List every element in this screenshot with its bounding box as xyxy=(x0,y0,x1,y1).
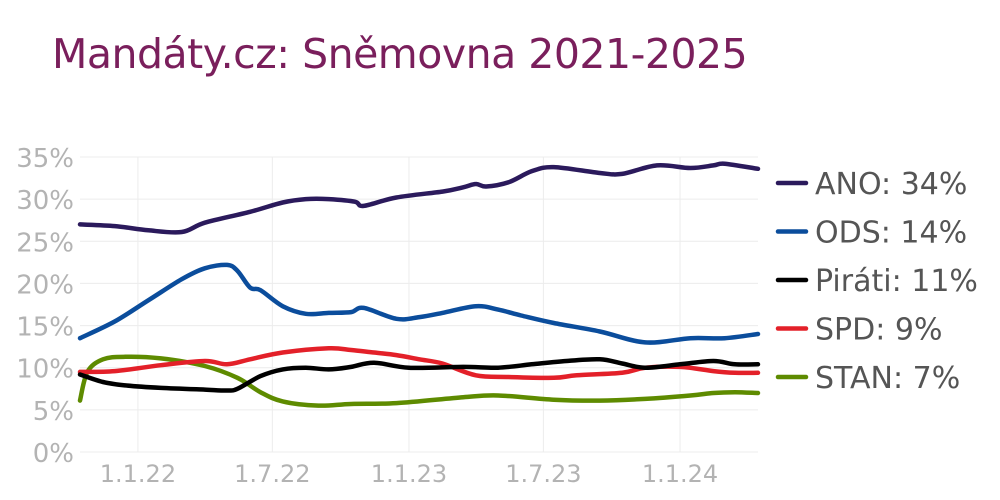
x-tick-label: 1.1.23 xyxy=(371,460,447,488)
x-axis: 1.1.22 1.7.22 1.1.23 1.7.23 1.1.24 xyxy=(100,460,718,488)
series-line-ods xyxy=(77,262,761,345)
x-tick-label: 1.1.24 xyxy=(642,460,718,488)
grid-lines xyxy=(80,156,758,453)
y-tick-label: 5% xyxy=(33,397,74,427)
y-tick-label: 30% xyxy=(16,186,74,216)
y-axis: 0% 5% 10% 15% 20% 25% 30% 35% xyxy=(16,144,74,469)
x-tick-label: 1.7.23 xyxy=(505,460,581,488)
legend-label-pirati: Piráti: 11% xyxy=(815,264,978,299)
legend-label-ano: ANO: 34% xyxy=(815,167,967,202)
series-line-pirati xyxy=(77,356,761,393)
legend-label-spd: SPD: 9% xyxy=(815,313,942,348)
series-line-stan xyxy=(77,354,761,408)
y-tick-label: 20% xyxy=(16,270,74,300)
legend: ANO: 34% ODS: 14% Piráti: 11% SPD: 9% STAN: … xyxy=(775,167,978,396)
chart-title: Mandáty.cz: Sněmovna 2021-2025 xyxy=(52,30,748,78)
y-tick-label: 15% xyxy=(16,313,74,343)
y-tick-label: 0% xyxy=(33,439,74,469)
plot-area xyxy=(77,161,761,408)
y-tick-label: 35% xyxy=(16,144,74,174)
series-line-ano xyxy=(77,161,761,235)
series-line-spd xyxy=(77,345,761,381)
x-tick-label: 1.1.22 xyxy=(100,460,176,488)
y-tick-label: 25% xyxy=(16,228,74,258)
legend-label-stan: STAN: 7% xyxy=(815,361,960,396)
y-tick-label: 10% xyxy=(16,355,74,385)
legend-label-ods: ODS: 14% xyxy=(815,216,967,251)
x-tick-label: 1.7.22 xyxy=(234,460,310,488)
